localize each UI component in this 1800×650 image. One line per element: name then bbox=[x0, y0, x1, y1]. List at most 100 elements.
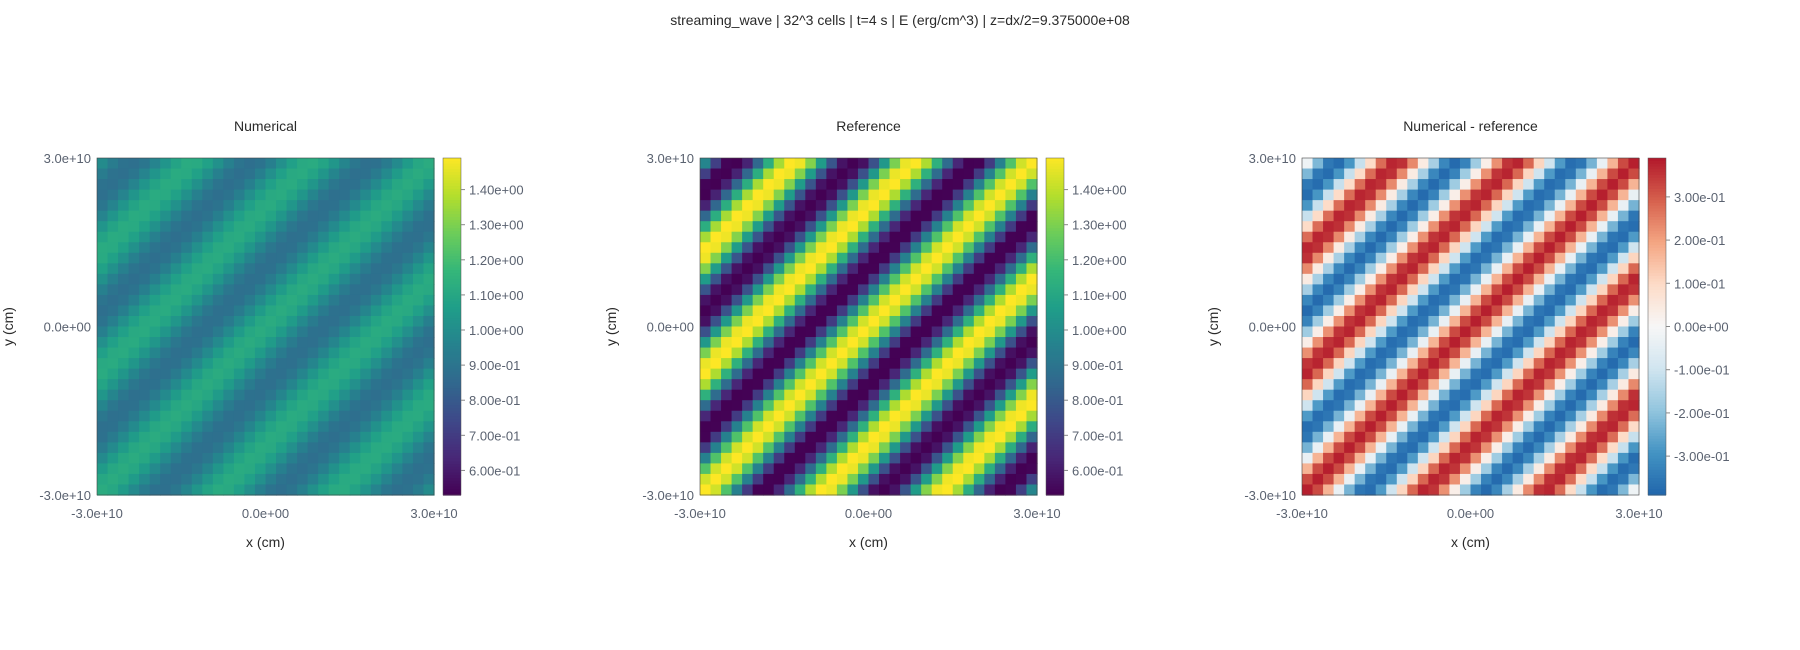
heatmap-cell bbox=[118, 452, 130, 465]
heatmap-cell bbox=[1302, 315, 1314, 328]
heatmap-cell bbox=[815, 168, 827, 180]
heatmap-cell bbox=[1386, 379, 1398, 391]
heatmap-cell bbox=[984, 410, 996, 422]
heatmap-cell bbox=[423, 168, 435, 180]
heatmap-cell bbox=[1015, 347, 1028, 359]
heatmap-cell bbox=[1596, 400, 1609, 412]
heatmap-cell bbox=[721, 379, 733, 391]
heatmap-cell bbox=[963, 221, 975, 233]
heatmap-cell bbox=[1312, 263, 1324, 275]
heatmap-cell bbox=[202, 379, 214, 391]
heatmap-cell bbox=[963, 410, 975, 422]
colorbar-segment bbox=[443, 365, 461, 370]
heatmap-cell bbox=[879, 347, 891, 359]
heatmap-cell bbox=[994, 210, 1007, 222]
heatmap-cell bbox=[1438, 263, 1451, 275]
heatmap-cell bbox=[826, 410, 838, 422]
heatmap-cell bbox=[1344, 231, 1356, 243]
heatmap-cell bbox=[349, 200, 361, 212]
heatmap-cell bbox=[1459, 231, 1472, 243]
heatmap-cell bbox=[857, 231, 870, 243]
heatmap-cell bbox=[710, 168, 722, 180]
heatmap-cell bbox=[1617, 379, 1630, 391]
heatmap-cell bbox=[1617, 400, 1630, 412]
heatmap-cell bbox=[1407, 379, 1419, 391]
colorbar-segment bbox=[1648, 275, 1666, 280]
colorbar-segment bbox=[1046, 410, 1064, 415]
heatmap-cell bbox=[360, 326, 372, 338]
colorbar-segment bbox=[1046, 191, 1064, 196]
heatmap-cell bbox=[1312, 252, 1324, 264]
heatmap-cell bbox=[1333, 379, 1345, 391]
heatmap-cell bbox=[910, 463, 922, 475]
heatmap-cell bbox=[952, 315, 964, 328]
heatmap-cell bbox=[97, 337, 109, 349]
heatmap-cell bbox=[360, 273, 372, 285]
colorbar-segment bbox=[1046, 377, 1064, 381]
heatmap-cell bbox=[710, 389, 722, 401]
heatmap-cell bbox=[952, 484, 964, 496]
heatmap-cell bbox=[879, 179, 891, 191]
heatmap-cell bbox=[784, 431, 796, 443]
heatmap-cell bbox=[223, 242, 235, 254]
heatmap-cell bbox=[1544, 231, 1556, 243]
heatmap-cell bbox=[931, 305, 943, 317]
heatmap-cell bbox=[149, 442, 161, 454]
heatmap-cell bbox=[412, 231, 425, 243]
heatmap-cell bbox=[170, 168, 182, 180]
heatmap-cell bbox=[752, 158, 764, 170]
heatmap-cell bbox=[1459, 421, 1472, 433]
heatmap-cell bbox=[307, 400, 319, 412]
heatmap-cell bbox=[1502, 421, 1514, 433]
colorbar-segment bbox=[1648, 351, 1666, 356]
heatmap-cell bbox=[889, 252, 901, 264]
heatmap-cell bbox=[731, 431, 743, 443]
heatmap-cell bbox=[710, 431, 722, 443]
heatmap-cell bbox=[1365, 305, 1377, 317]
heatmap-cell bbox=[349, 168, 361, 180]
heatmap-cell bbox=[1470, 389, 1482, 401]
heatmap-cell bbox=[212, 484, 224, 496]
heatmap-cell bbox=[1502, 305, 1514, 317]
heatmap-cell bbox=[952, 294, 964, 307]
heatmap-cell bbox=[773, 379, 785, 391]
heatmap-cell bbox=[233, 210, 246, 222]
heatmap-cell bbox=[1575, 168, 1587, 180]
heatmap-cell bbox=[710, 337, 722, 349]
heatmap-cell bbox=[1344, 315, 1356, 328]
heatmap-cell bbox=[328, 210, 340, 222]
heatmap-cell bbox=[763, 242, 775, 254]
heatmap-cell bbox=[412, 242, 425, 254]
heatmap-cell bbox=[307, 442, 319, 454]
heatmap-cell bbox=[1586, 284, 1598, 296]
heatmap-cell bbox=[1323, 452, 1335, 465]
heatmap-cell bbox=[805, 315, 817, 328]
heatmap-cell bbox=[297, 463, 309, 475]
colorbar-segment bbox=[1046, 357, 1064, 361]
heatmap-cell bbox=[128, 442, 140, 454]
heatmap-cell bbox=[805, 442, 817, 454]
heatmap-cell bbox=[1523, 389, 1535, 401]
heatmap-cell bbox=[973, 221, 985, 233]
heatmap-cell bbox=[1554, 389, 1566, 401]
heatmap-cell bbox=[1502, 221, 1514, 233]
heatmap-cell bbox=[107, 189, 119, 201]
heatmap-cell bbox=[97, 273, 109, 285]
heatmap-cell bbox=[423, 315, 435, 328]
colorbar-segment bbox=[1046, 469, 1064, 474]
heatmap-cell bbox=[1512, 284, 1524, 296]
heatmap-cell bbox=[139, 431, 151, 443]
heatmap-cell bbox=[984, 442, 996, 454]
heatmap-cell bbox=[1502, 284, 1514, 296]
heatmap-cell bbox=[994, 179, 1007, 191]
heatmap-cell bbox=[763, 158, 775, 170]
heatmap-cell bbox=[1502, 389, 1514, 401]
heatmap-cell bbox=[1565, 189, 1577, 201]
heatmap-cell bbox=[223, 421, 235, 433]
heatmap-cell bbox=[1005, 168, 1017, 180]
heatmap-cell bbox=[412, 263, 425, 275]
heatmap-cell bbox=[276, 252, 288, 264]
heatmap-cell bbox=[773, 221, 785, 233]
heatmap-cell bbox=[710, 158, 722, 170]
heatmap-cell bbox=[160, 347, 172, 359]
